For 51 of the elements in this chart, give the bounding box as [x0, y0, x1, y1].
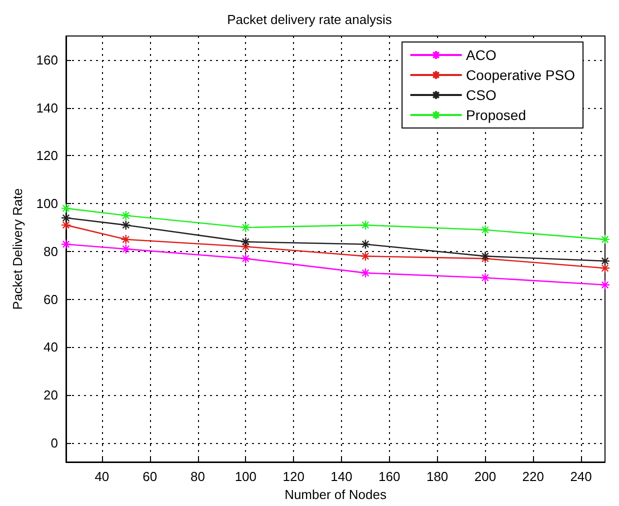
point: [120, 234, 131, 245]
y-tick-label: 120: [36, 148, 58, 164]
x-tick-label: 80: [190, 469, 205, 484]
legend-label: ACO: [466, 47, 497, 63]
legend-label: Proposed: [466, 107, 526, 123]
point: [60, 239, 72, 250]
y-tick-label: 0: [50, 435, 58, 450]
point: [240, 253, 251, 264]
x-tick-label: 180: [426, 469, 448, 484]
point: [360, 220, 371, 230]
y-tick-label: 20: [44, 387, 58, 402]
x-tick-label: 100: [234, 469, 257, 484]
point: [60, 212, 72, 223]
x-axis-title: Number of Nodes: [284, 486, 387, 502]
legend-label: CSO: [466, 87, 497, 103]
y-tick-label: 80: [44, 244, 58, 259]
point: [360, 268, 371, 278]
point: [240, 236, 251, 247]
y-tick-label: 40: [44, 340, 58, 355]
x-tick-label: 160: [378, 469, 400, 484]
legend-label: Cooperative PSO: [466, 67, 576, 83]
point: [480, 251, 490, 262]
point: [480, 224, 490, 235]
y-tick-label: 140: [36, 100, 58, 116]
x-tick-label: 60: [142, 469, 158, 484]
x-tick-label: 200: [474, 469, 496, 484]
y-tick-label: 60: [44, 292, 58, 307]
point: [600, 256, 610, 266]
y-tick-label: 160: [36, 52, 58, 68]
point: [240, 222, 251, 233]
y-axis-title: Packet Delivery Rate: [10, 188, 25, 310]
point: [480, 272, 490, 283]
x-tick-label: 220: [522, 469, 544, 484]
x-tick-label: 120: [282, 469, 304, 484]
y-tick-label: 100: [36, 196, 58, 212]
chart-title: Packet delivery rate analysis: [227, 12, 392, 27]
point: [60, 220, 72, 230]
x-tick-label: 240: [570, 469, 592, 484]
point: [360, 239, 371, 250]
point: [60, 203, 72, 214]
point: [600, 234, 610, 245]
point: [480, 253, 490, 264]
point: [600, 263, 610, 274]
point: [360, 251, 371, 262]
point: [120, 220, 131, 230]
point: [600, 280, 610, 290]
x-tick-label: 140: [330, 469, 352, 484]
x-tick-label: 40: [94, 469, 110, 484]
point: [120, 210, 131, 221]
point: [120, 244, 131, 254]
point: [240, 242, 251, 252]
